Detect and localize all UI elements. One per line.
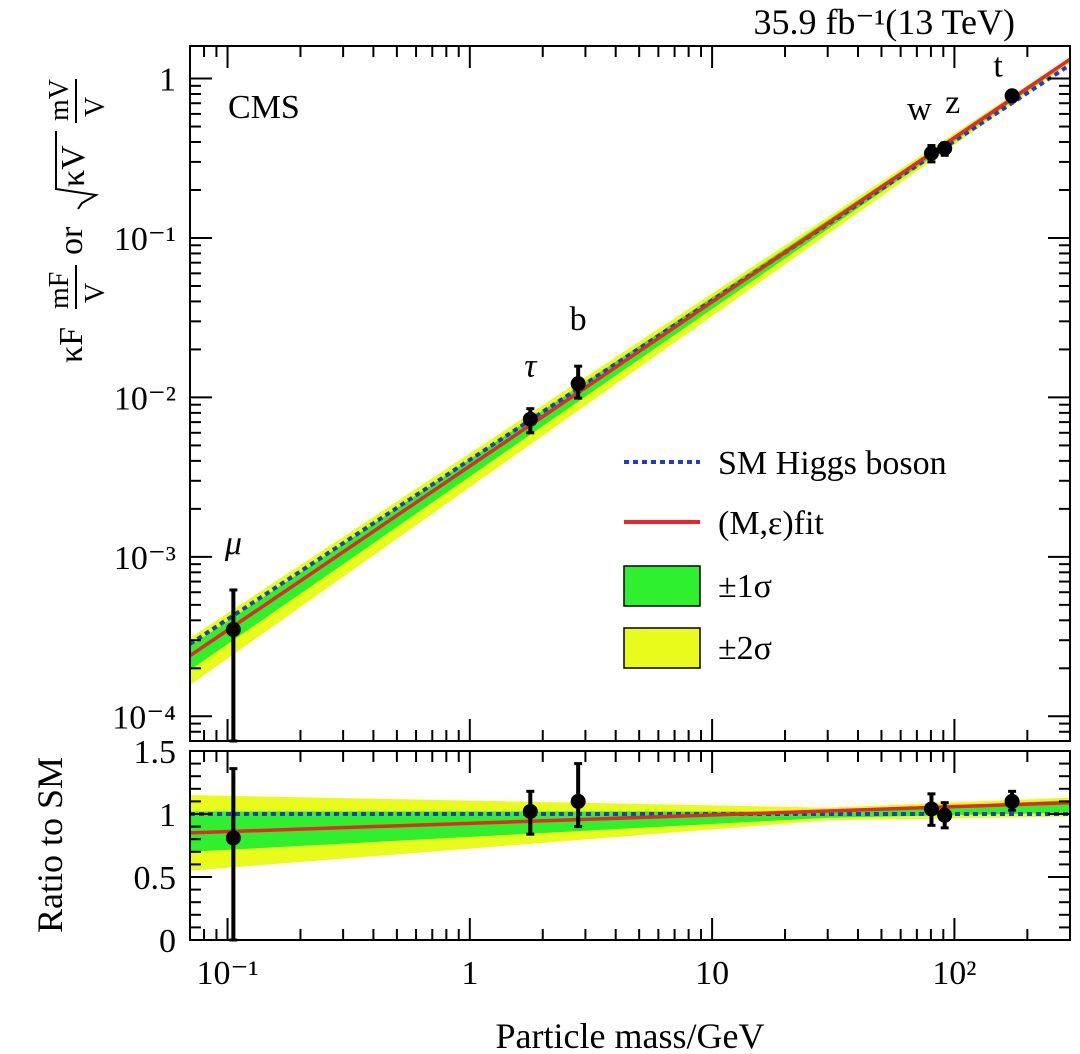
particle-labels: μ τb w zt <box>224 48 1004 562</box>
x-tick-label: 1 <box>461 955 478 992</box>
main-point-z-marker <box>937 140 953 156</box>
experiment-label: CMS <box>228 89 300 126</box>
y-label-vev-f: V <box>80 283 111 303</box>
legend-fit-label: (M,ε)fit <box>718 505 824 542</box>
main-y-tick-label: 10⁻² <box>114 380 176 417</box>
y-label-mass-v: mV <box>44 79 75 121</box>
main-band-2sigma <box>190 57 1070 686</box>
legend-2sigma-label: ±2σ <box>718 630 772 667</box>
ratio-axis-ticks <box>189 750 1071 941</box>
main-y-tick-label: 1 <box>159 62 176 99</box>
x-tick-label: 10⁻¹ <box>196 955 258 992</box>
ratio-point-3-marker <box>923 801 939 817</box>
legend: SM Higgs boson (M,ε)fit ±1σ ±2σ <box>623 445 947 669</box>
particle-label-muon: μ <box>224 525 242 562</box>
y-label-kappa-v: κV <box>55 145 92 187</box>
main-point-t-marker <box>1004 88 1020 104</box>
main-fit-lines <box>190 57 1070 658</box>
ratio-plot-frame <box>189 750 1071 941</box>
y-label-mass-f: mF <box>44 272 75 309</box>
ratio-point-0-marker <box>225 830 241 846</box>
ratio-y-tick-label: 1 <box>159 797 176 834</box>
x-tick-label: 10² <box>932 955 976 992</box>
particle-label-w: w <box>907 91 932 128</box>
ratio-data-points <box>225 762 1020 942</box>
y-label-or: or <box>53 226 90 255</box>
ratio-y-axis-label: Ratio to SM <box>30 757 70 933</box>
main-point-w-marker <box>923 145 939 161</box>
main-y-tick-label: 10⁻⁴ <box>112 699 176 736</box>
ratio-point-1-marker <box>522 803 538 819</box>
main-axis-ticks <box>189 46 1071 742</box>
ratio-y-tick-label: 0.5 <box>134 860 177 897</box>
particle-label-b: b <box>570 301 587 338</box>
main-point-muon-marker <box>225 622 241 638</box>
main-fit-line <box>190 57 1070 658</box>
y-label-vev-v: V <box>80 97 111 117</box>
legend-2sigma-swatch <box>623 627 701 669</box>
y-label-sqrt-sign <box>55 131 99 210</box>
main-point-tau-marker <box>522 411 538 427</box>
ratio-fit-lines <box>190 800 1070 835</box>
ratio-y-tick-label: 0 <box>159 923 176 960</box>
main-y-axis-label: κF mF V or κV mV V <box>44 79 111 363</box>
x-tick-label: 10 <box>695 955 729 992</box>
ratio-point-5-marker <box>1004 793 1020 809</box>
x-axis-label: Particle mass/GeV <box>496 1016 765 1054</box>
main-uncertainty-bands <box>190 57 1070 686</box>
luminosity-label: 35.9 fb⁻¹(13 TeV) <box>753 2 1015 42</box>
y-label-kappa-f: κF <box>53 327 90 363</box>
legend-1sigma-label: ±1σ <box>718 568 772 605</box>
particle-label-tau: τ <box>524 348 538 385</box>
ratio-y-tick-label: 1.5 <box>134 734 177 771</box>
legend-sm-label: SM Higgs boson <box>718 445 947 482</box>
main-y-tick-labels: 10⁻⁴ 10⁻³ 10⁻² 10⁻¹ 1 <box>112 62 176 737</box>
ratio-point-4-marker <box>937 807 953 823</box>
main-y-tick-label: 10⁻¹ <box>114 221 176 258</box>
main-band-1sigma <box>190 58 1070 671</box>
main-y-tick-label: 10⁻³ <box>114 540 176 577</box>
ratio-y-tick-labels: 0 0.5 1 1.5 <box>134 734 177 960</box>
ratio-point-2-marker <box>570 793 586 809</box>
particle-label-z: z <box>945 84 960 121</box>
main-data-points <box>225 88 1020 743</box>
main-point-b-marker <box>570 376 586 392</box>
ratio-fit-line <box>190 800 1070 835</box>
main-plot-frame <box>189 45 1071 742</box>
x-tick-labels: 10⁻¹ 1 10 10² <box>196 955 976 992</box>
legend-1sigma-swatch <box>623 565 701 607</box>
particle-label-t: t <box>993 48 1003 85</box>
main-sm-line <box>190 63 1070 646</box>
